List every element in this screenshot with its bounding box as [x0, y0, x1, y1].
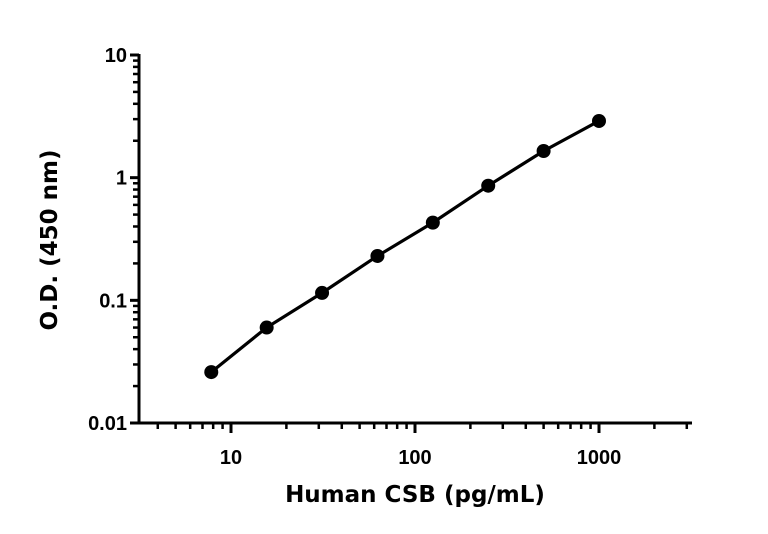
data-point — [370, 248, 385, 263]
data-point — [204, 365, 219, 380]
data-series — [204, 113, 606, 380]
y-axis-title: O.D. (450 nm) — [37, 149, 63, 330]
data-point — [481, 178, 496, 193]
data-point — [259, 320, 274, 335]
y-tick-label: 1 — [116, 168, 127, 190]
y-axis: 0.01 0.1 1 10 — [88, 45, 141, 435]
x-tick-label: 1000 — [577, 447, 622, 469]
fit-line — [210, 119, 600, 374]
x-axis-title: Human CSB (pg/mL) — [285, 482, 545, 508]
y-tick-label: 0.01 — [88, 413, 127, 435]
y-tick-label: 0.1 — [99, 290, 127, 312]
y-tick-label: 10 — [105, 45, 127, 67]
x-tick-label: 10 — [220, 447, 242, 469]
data-point — [315, 285, 330, 300]
data-point — [592, 113, 606, 128]
x-axis: 10 100 1000 — [131, 421, 692, 469]
x-tick-label: 100 — [398, 447, 431, 469]
data-point — [536, 143, 551, 158]
data-point — [425, 215, 440, 230]
